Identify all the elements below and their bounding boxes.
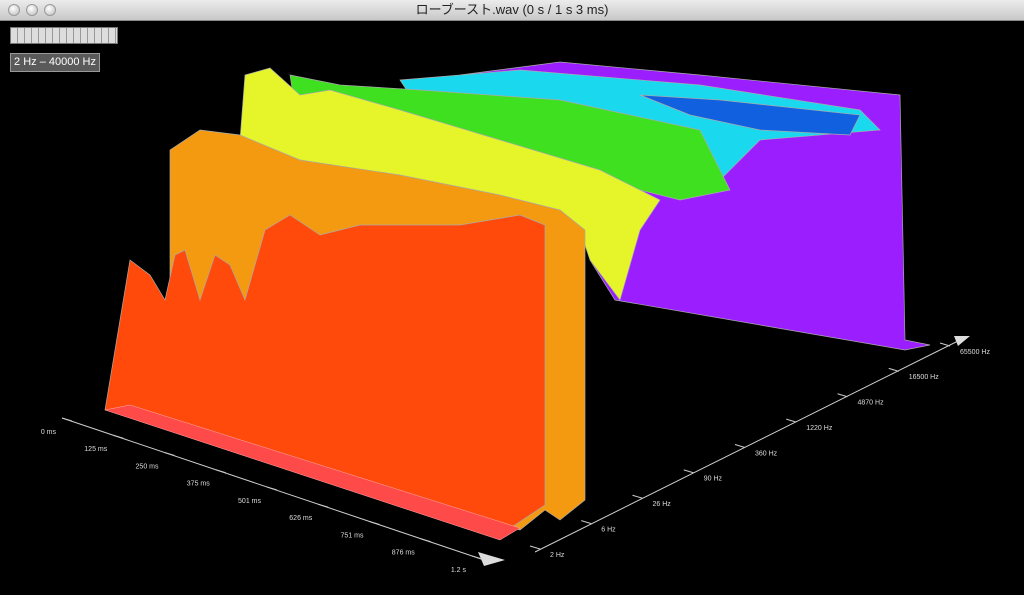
frequency-tick (734, 444, 746, 448)
time-tick (471, 555, 483, 560)
zoom-button[interactable] (44, 4, 56, 16)
minimize-button[interactable] (26, 4, 38, 16)
window-title: ローブースト.wav (0 s / 1 s 3 ms) (415, 2, 609, 17)
time-tick (113, 434, 124, 439)
time-label: 375 ms (187, 481, 210, 488)
frequency-label: 6 Hz (601, 526, 616, 533)
frequency-label: 4870 Hz (858, 400, 885, 407)
spectrogram-3d: 0 ms 125 ms 250 ms 375 ms 501 ms 626 ms 751 ms… (41, 61, 990, 574)
time-tick (61, 417, 73, 422)
time-label: 125 ms (84, 446, 107, 453)
time-tick (369, 521, 380, 525)
frequency-tick (939, 342, 951, 347)
time-tick (164, 452, 175, 456)
frequency-tick (632, 494, 643, 499)
frequency-axis (534, 339, 961, 553)
frequency-label: 1220 Hz (806, 425, 833, 432)
surface-floor (104, 404, 521, 541)
frequency-tick (786, 418, 797, 423)
time-tick (420, 538, 431, 543)
time-label: 501 ms (238, 498, 261, 505)
time-label: 626 ms (289, 515, 312, 522)
time-tick (266, 486, 278, 491)
surface-blue (639, 94, 861, 136)
frequency-tick (888, 367, 899, 372)
frequency-label: 65500 Hz (960, 349, 990, 356)
close-button[interactable] (8, 4, 20, 16)
frequency-tick (529, 545, 541, 550)
time-label: 876 ms (392, 550, 415, 557)
frequency-label: 90 Hz (704, 476, 723, 483)
frequency-label: 2 Hz (550, 552, 565, 559)
frequency-label: 360 Hz (755, 450, 778, 457)
frequency-label: 26 Hz (653, 501, 672, 508)
time-label: 751 ms (341, 532, 364, 539)
frequency-tick (683, 469, 694, 474)
frequency-axis-arrow (954, 336, 970, 346)
time-tick (318, 503, 329, 508)
time-label: 250 ms (136, 463, 159, 470)
time-label: 1.2 s (451, 567, 467, 574)
frequency-tick (837, 393, 848, 398)
time-label: 0 ms (41, 429, 57, 436)
time-axis-arrow (478, 552, 505, 566)
gain-slider[interactable] (10, 27, 118, 44)
frequency-label: 16500 Hz (909, 374, 939, 381)
title-bar: ローブースト.wav (0 s / 1 s 3 ms) (0, 0, 1024, 21)
range-button[interactable]: 2 Hz – 40000 Hz (10, 53, 100, 72)
time-tick (215, 469, 226, 474)
frequency-tick (581, 520, 592, 525)
